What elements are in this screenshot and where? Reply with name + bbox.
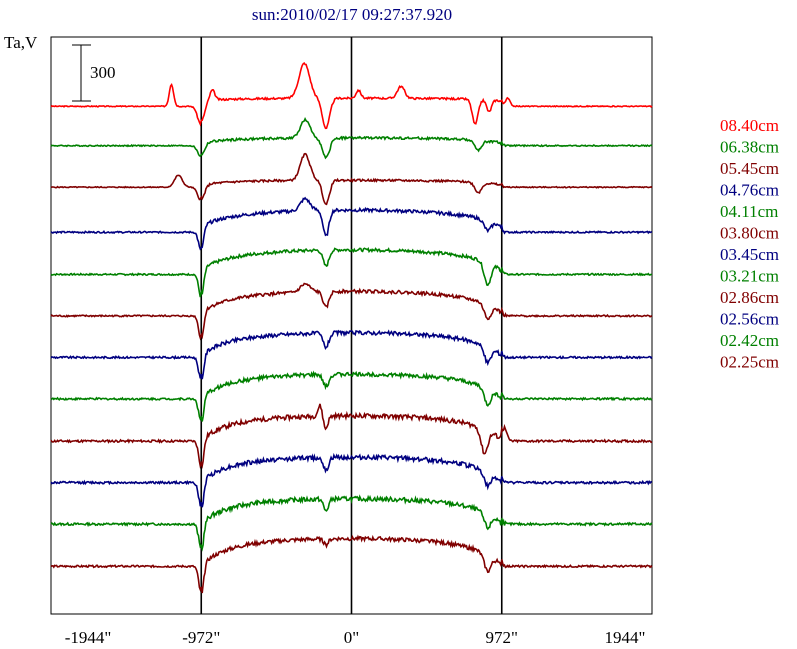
x-tick-label-2: 0"	[344, 628, 359, 647]
legend-label-04.76cm: 04.76cm	[720, 181, 779, 200]
series-line-04.11cm	[50, 246, 653, 298]
legend-label-03.80cm: 03.80cm	[720, 224, 779, 243]
x-tick-label-3: 972"	[486, 628, 518, 647]
series-line-03.21cm	[50, 370, 653, 422]
legend-label-08.40cm: 08.40cm	[720, 116, 779, 135]
legend-label-02.86cm: 02.86cm	[720, 288, 779, 307]
series-line-08.40cm	[50, 61, 653, 130]
x-tick-label-4: 1944"	[605, 628, 646, 647]
legend-label-02.42cm: 02.42cm	[720, 331, 779, 350]
chart-title: sun:2010/02/17 09:27:37.920	[252, 5, 452, 24]
legend-label-06.38cm: 06.38cm	[720, 138, 779, 157]
x-tick-label-1: -972"	[182, 628, 220, 647]
legend: 08.40cm 06.38cm 05.45cm 04.76cm 04.11cm 03.80…	[720, 116, 779, 372]
series-line-02.42cm	[50, 494, 653, 552]
series-line-02.56cm	[50, 452, 653, 508]
legend-label-03.21cm: 03.21cm	[720, 267, 779, 286]
legend-label-02.56cm: 02.56cm	[720, 310, 779, 329]
series-line-06.38cm	[50, 117, 653, 160]
series-line-02.25cm	[50, 534, 653, 594]
series-line-03.80cm	[50, 282, 653, 341]
legend-label-04.11cm: 04.11cm	[720, 202, 778, 221]
y-axis-label: Ta,V	[4, 33, 38, 52]
series-line-02.86cm	[50, 403, 653, 469]
scale-bar: 300	[72, 44, 116, 102]
scale-bar-label: 300	[90, 63, 116, 82]
legend-label-02.25cm: 02.25cm	[720, 353, 779, 372]
x-tick-label-0: -1944"	[65, 628, 112, 647]
series-line-03.45cm	[50, 329, 653, 380]
series-lines	[50, 61, 653, 594]
legend-label-03.45cm: 03.45cm	[720, 245, 779, 264]
series-line-04.76cm	[50, 196, 653, 251]
vertical-reference-lines	[200, 37, 503, 614]
x-tick-labels: -1944" -972" 0" 972" 1944"	[65, 628, 646, 647]
legend-label-05.45cm: 05.45cm	[720, 159, 779, 178]
series-line-05.45cm	[50, 152, 653, 206]
